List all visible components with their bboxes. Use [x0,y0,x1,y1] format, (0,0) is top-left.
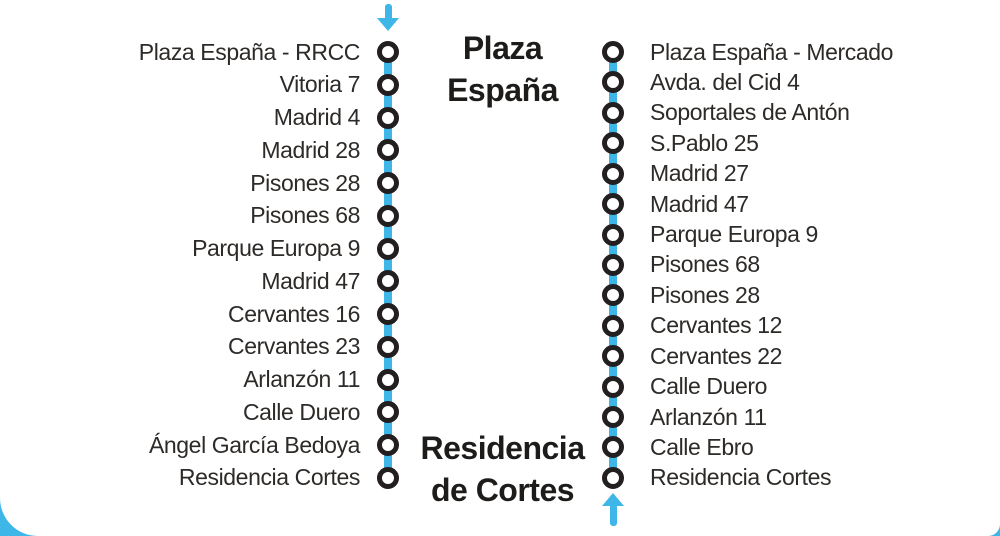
stop-label: Madrid 47 [650,190,749,217]
inbound-stop-labels: Plaza España - Mercado Avda. del Cid 4 S… [650,38,980,491]
stop-label: Avda. del Cid 4 [650,68,800,95]
stop-label: Pisones 28 [250,169,360,196]
stop-label: S.Pablo 25 [650,129,759,156]
stop-marker-icon [377,139,399,162]
stop-marker-icon [602,132,624,155]
stop-marker-icon [602,314,624,337]
outbound-route-line [384,51,392,479]
stop-label: Madrid 27 [650,160,749,187]
stop-marker-icon [602,375,624,398]
stop-marker-icon [377,335,399,358]
arrow-head [377,18,399,31]
stop-label: Cervantes 22 [650,342,782,369]
stop-marker-icon [602,193,624,216]
direction-up-arrow-icon [602,493,624,526]
stop-marker-icon [377,172,399,195]
stop-marker-icon [377,41,399,63]
stop-label: Pisones 68 [250,202,360,229]
stop-marker-icon [377,434,399,457]
stop-label: Pisones 28 [650,281,760,308]
stop-marker-icon [602,466,624,489]
stop-marker-icon [602,406,624,429]
stop-label: Cervantes 16 [228,300,360,327]
stop-label: Vitoria 7 [279,71,361,98]
stop-label: Plaza España - Mercado [650,38,894,65]
terminus-top-heading: Plaza España [447,30,558,108]
stop-marker-icon [377,401,399,424]
stop-marker-icon [377,466,399,489]
stop-marker-icon [602,345,624,368]
arrow-head [602,493,624,506]
stop-marker-icon [377,204,399,227]
stop-label: Pisones 68 [650,251,760,278]
stop-marker-icon [602,71,624,94]
background-corner-bottom-right [988,524,1000,536]
stop-marker-icon [602,223,624,246]
stop-label: Madrid 47 [261,267,360,294]
stop-label: Cervantes 23 [228,333,360,360]
stop-label: Madrid 28 [261,136,360,163]
stop-label: Cervantes 12 [650,312,782,339]
stop-label: Arlanzón 11 [650,403,767,430]
stop-marker-icon [602,284,624,307]
stop-marker-icon [602,436,624,459]
stop-marker-icon [377,270,399,293]
stop-label: Parque Europa 9 [650,221,818,248]
stop-marker-icon [377,368,399,391]
stop-label: Ángel García Bedoya [148,431,360,458]
stop-label: Soportales de Antón [650,99,850,126]
stop-marker-icon [602,162,624,185]
stop-label: Calle Duero [242,398,360,425]
outbound-stop-markers [377,41,399,489]
outbound-stop-labels: Plaza España - RRCC Vitoria 7 Madrid 4 M… [20,38,361,491]
arrow-shaft [384,4,392,18]
stop-label: Residencia Cortes [650,464,832,491]
inbound-stop-markers [602,41,624,489]
stop-marker-icon [602,101,624,124]
stop-marker-icon [377,73,399,96]
outbound-route-rail [377,41,399,489]
direction-down-arrow-icon [377,4,399,31]
stop-label: Parque Europa 9 [192,235,360,262]
stop-marker-icon [377,237,399,260]
stop-marker-icon [377,106,399,129]
stop-marker-icon [602,41,624,63]
stop-marker-icon [377,303,399,326]
stop-label: Arlanzón 11 [243,366,360,393]
stop-label: Plaza España - RRCC [138,38,361,65]
stop-label: Residencia Cortes [178,464,361,491]
background-corner-bottom-left [0,498,38,536]
terminus-bottom-heading: Residencia de Cortes [420,430,585,508]
stop-label: Calle Ebro [650,433,754,460]
inbound-route-rail [602,41,624,489]
stop-label: Madrid 4 [273,104,361,131]
arrow-shaft [609,506,617,526]
stop-marker-icon [602,253,624,276]
stop-label: Calle Duero [650,373,768,400]
